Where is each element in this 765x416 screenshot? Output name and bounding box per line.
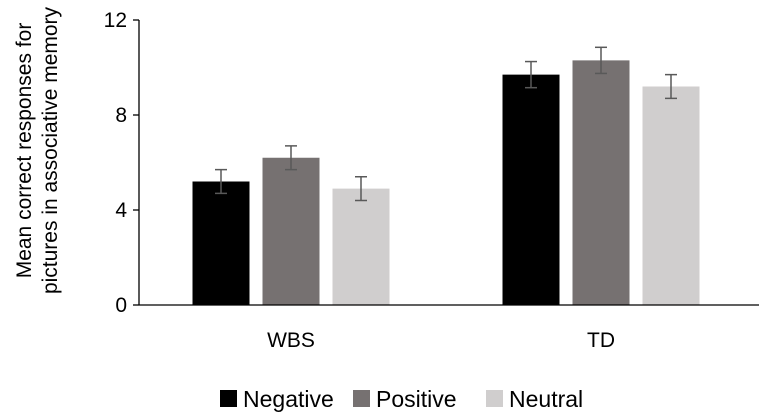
category-labels: WBS TD <box>267 329 615 352</box>
y-axis-title-line: pictures in associative memory <box>39 6 62 294</box>
legend-swatch-positive <box>353 390 370 407</box>
y-tick-label: 4 <box>115 199 127 222</box>
legend-swatch-negative <box>220 390 237 407</box>
bar-positive-td <box>572 60 630 305</box>
y-axis-ticks: 0 4 8 12 <box>104 9 139 317</box>
bars <box>192 60 700 305</box>
bar-negative-td <box>502 74 560 305</box>
category-label-wbs: WBS <box>267 329 315 352</box>
axes <box>138 20 759 306</box>
bar-positive-wbs <box>262 157 320 305</box>
y-tick-label: 12 <box>104 9 127 32</box>
y-axis-title: Mean correct responses for pictures in as… <box>13 6 62 294</box>
legend-swatch-neutral <box>486 390 503 407</box>
category-label-td: TD <box>587 329 615 352</box>
y-tick-label: 8 <box>115 104 127 127</box>
legend-label-neutral: Neutral <box>509 386 583 412</box>
legend: Negative Positive Neutral <box>220 386 583 412</box>
bar-neutral-wbs <box>332 188 390 305</box>
legend-label-positive: Positive <box>376 386 457 412</box>
y-axis-title-line: Mean correct responses for <box>13 23 36 279</box>
legend-label-negative: Negative <box>243 386 334 412</box>
bar-neutral-td <box>642 86 700 305</box>
error-bars <box>215 46 677 202</box>
bar-negative-wbs <box>192 181 250 305</box>
y-tick-label: 0 <box>115 294 127 317</box>
